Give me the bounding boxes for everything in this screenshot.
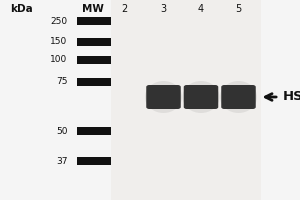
Text: 3: 3 xyxy=(160,4,166,14)
Text: 250: 250 xyxy=(50,17,68,25)
Text: 37: 37 xyxy=(56,156,68,166)
FancyBboxPatch shape xyxy=(184,85,218,109)
Bar xyxy=(76,56,111,64)
FancyBboxPatch shape xyxy=(146,85,181,109)
Ellipse shape xyxy=(145,81,182,113)
Bar xyxy=(111,0,261,200)
Text: 50: 50 xyxy=(56,127,68,136)
Bar xyxy=(76,38,111,46)
Text: HSF1: HSF1 xyxy=(283,90,300,104)
Text: 100: 100 xyxy=(50,55,68,64)
Text: MW: MW xyxy=(82,4,104,14)
Text: 2: 2 xyxy=(122,4,128,14)
Text: 150: 150 xyxy=(50,38,68,46)
Text: 5: 5 xyxy=(236,4,242,14)
Ellipse shape xyxy=(220,81,257,113)
Text: kDa: kDa xyxy=(10,4,32,14)
Text: 4: 4 xyxy=(198,4,204,14)
Bar xyxy=(76,157,111,165)
Bar xyxy=(76,17,111,25)
FancyBboxPatch shape xyxy=(221,85,256,109)
Ellipse shape xyxy=(182,81,220,113)
Bar xyxy=(76,78,111,86)
Bar xyxy=(76,127,111,135)
Text: 75: 75 xyxy=(56,77,68,86)
